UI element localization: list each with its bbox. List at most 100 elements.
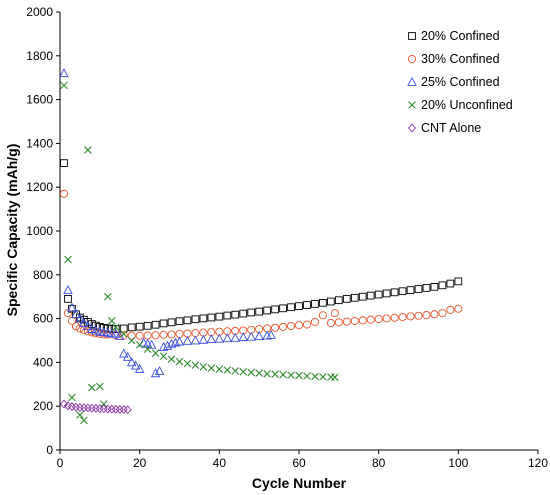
- data-point: [118, 348, 129, 358]
- data-point: [263, 306, 271, 315]
- data-point: [311, 300, 319, 308]
- data-point: [59, 399, 68, 409]
- data-point: [162, 340, 173, 350]
- data-point: [154, 365, 165, 376]
- legend: 20% Confined 30% Confined 25% Confined 20% …: [407, 29, 513, 135]
- data-point: [247, 308, 256, 317]
- legend-marker: [407, 123, 417, 133]
- data-point: [239, 368, 248, 376]
- series-30-confined: [59, 189, 463, 340]
- data-point: [75, 313, 85, 323]
- data-point: [334, 296, 343, 305]
- y-tick-label: 2000: [26, 5, 53, 19]
- data-point: [279, 322, 288, 331]
- data-point: [111, 325, 120, 333]
- data-point: [207, 364, 216, 372]
- data-point: [206, 334, 217, 344]
- data-point: [207, 313, 216, 322]
- data-point: [166, 338, 177, 348]
- data-point: [239, 326, 248, 335]
- data-point: [239, 309, 248, 318]
- data-point: [175, 357, 184, 366]
- data-point: [374, 290, 383, 299]
- data-point: [406, 286, 415, 294]
- data-point: [358, 292, 367, 301]
- y-tick-label: 400: [33, 355, 53, 369]
- data-point: [319, 373, 327, 381]
- data-point: [87, 323, 97, 333]
- data-point: [170, 337, 181, 347]
- data-point: [295, 371, 303, 380]
- x-tick-label: 40: [213, 456, 227, 470]
- data-point: [127, 336, 136, 345]
- y-tick-label: 600: [33, 312, 53, 326]
- data-point: [231, 310, 240, 319]
- data-point: [446, 279, 455, 288]
- series-layer: [59, 68, 463, 425]
- data-point: [159, 330, 168, 339]
- data-point: [246, 331, 256, 341]
- data-point: [68, 393, 76, 402]
- y-tick-label: 1600: [26, 93, 53, 107]
- data-point: [358, 316, 367, 325]
- data-point: [59, 189, 69, 198]
- y-tick-label: 800: [33, 268, 53, 282]
- y-tick-label: 1400: [26, 136, 53, 150]
- data-point: [167, 330, 176, 339]
- data-point: [398, 313, 407, 322]
- data-point: [64, 295, 72, 303]
- data-point: [311, 372, 319, 381]
- data-point: [446, 305, 455, 314]
- data-point: [84, 318, 92, 326]
- data-point: [310, 317, 319, 326]
- data-point: [146, 339, 157, 349]
- data-point: [135, 322, 144, 331]
- data-point: [454, 304, 463, 313]
- legend-marker: [408, 32, 416, 40]
- data-point: [254, 330, 264, 340]
- legend-label: 20% Unconfined: [421, 98, 513, 112]
- data-point: [143, 331, 152, 340]
- data-point: [327, 297, 335, 306]
- data-point: [79, 317, 89, 327]
- data-point: [214, 333, 225, 343]
- data-point: [126, 357, 137, 367]
- data-point: [266, 329, 276, 339]
- data-point: [151, 349, 160, 357]
- data-point: [374, 314, 383, 324]
- data-point: [71, 309, 81, 319]
- data-point: [331, 373, 339, 382]
- data-point: [414, 285, 423, 293]
- data-point: [390, 288, 399, 297]
- series-20-confined: [60, 159, 463, 333]
- data-point: [159, 352, 168, 361]
- data-point: [83, 321, 93, 331]
- data-point: [183, 359, 192, 368]
- data-point: [158, 341, 169, 351]
- legend-marker: [407, 54, 417, 64]
- data-point: [271, 323, 280, 332]
- data-point: [230, 332, 241, 342]
- data-point: [334, 318, 343, 327]
- data-point: [430, 310, 439, 319]
- data-point: [398, 287, 407, 296]
- data-point: [199, 314, 208, 323]
- data-point: [83, 327, 92, 336]
- legend-label: 25% Confined: [421, 75, 500, 89]
- data-point: [150, 368, 161, 378]
- data-point: [199, 362, 208, 371]
- data-point: [382, 314, 391, 323]
- y-tick-label: 0: [46, 443, 53, 457]
- data-point: [223, 366, 232, 374]
- data-point: [414, 311, 423, 320]
- data-point: [263, 369, 271, 378]
- data-point: [67, 302, 77, 312]
- legend-item: 20% Unconfined: [408, 98, 513, 112]
- data-point: [151, 320, 160, 329]
- x-tick-label: 20: [133, 456, 147, 470]
- data-point: [223, 311, 232, 320]
- x-tick-label: 80: [372, 456, 386, 470]
- data-point: [143, 345, 152, 354]
- data-point: [366, 291, 375, 300]
- legend-marker: [407, 76, 417, 86]
